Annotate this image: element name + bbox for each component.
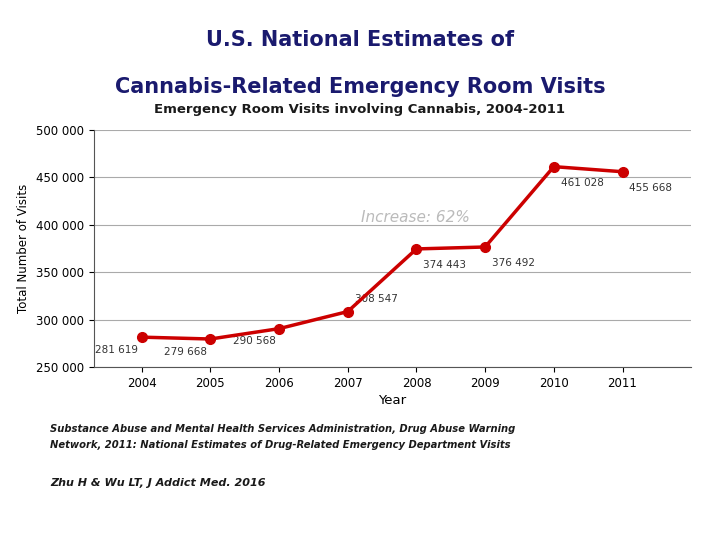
Text: U.S. National Estimates of: U.S. National Estimates of [206, 30, 514, 50]
Text: 376 492: 376 492 [492, 258, 535, 268]
Text: Cannabis-Related Emergency Room Visits: Cannabis-Related Emergency Room Visits [114, 77, 606, 97]
Text: 281 619: 281 619 [95, 345, 138, 355]
Text: Substance Abuse and Mental Health Services Administration, Drug Abuse Warning: Substance Abuse and Mental Health Servic… [50, 424, 516, 434]
Text: 455 668: 455 668 [629, 183, 672, 193]
Text: 290 568: 290 568 [233, 336, 276, 346]
Text: Emergency Room Visits involving Cannabis, 2004-2011: Emergency Room Visits involving Cannabis… [155, 103, 565, 116]
Text: Increase: 62%: Increase: 62% [361, 210, 470, 225]
X-axis label: Year: Year [378, 394, 407, 407]
Text: 461 028: 461 028 [561, 178, 603, 188]
Text: Network, 2011: National Estimates of Drug-Related Emergency Department Visits: Network, 2011: National Estimates of Dru… [50, 440, 511, 450]
Text: 279 668: 279 668 [164, 347, 207, 356]
Text: 308 547: 308 547 [355, 294, 397, 304]
Text: Zhu H & Wu LT, J Addict Med. 2016: Zhu H & Wu LT, J Addict Med. 2016 [50, 478, 266, 488]
Text: 374 443: 374 443 [423, 260, 467, 271]
Y-axis label: Total Number of Visits: Total Number of Visits [17, 184, 30, 313]
